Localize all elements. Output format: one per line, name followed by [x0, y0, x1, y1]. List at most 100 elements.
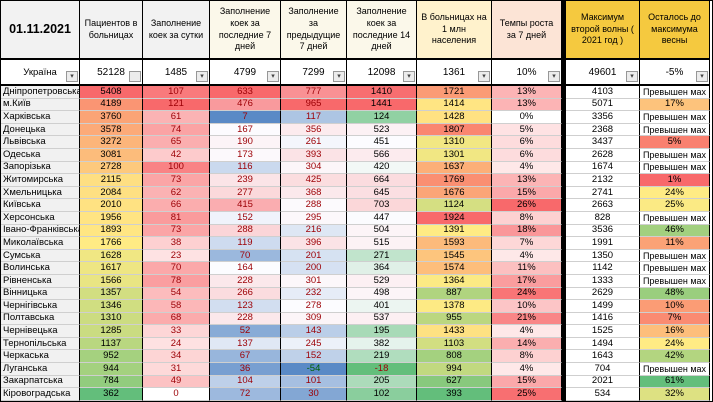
- last14-cell[interactable]: 451: [347, 136, 417, 149]
- last14-cell[interactable]: 382: [347, 337, 417, 351]
- prev7-cell[interactable]: 30: [281, 388, 347, 401]
- col-header-patients[interactable]: Пациентов в больницах: [80, 1, 143, 60]
- second-wave-max-cell[interactable]: 1142: [566, 262, 640, 275]
- last14-cell[interactable]: 645: [347, 186, 417, 200]
- per-million-cell[interactable]: 393: [417, 388, 492, 401]
- sort-filter-applied-icon[interactable]: [129, 71, 141, 82]
- patients-cell[interactable]: 1346: [80, 300, 143, 313]
- last14-cell[interactable]: 566: [347, 148, 417, 162]
- patients-cell[interactable]: 1137: [80, 337, 143, 351]
- spring-max-left-cell[interactable]: 61%: [640, 375, 710, 389]
- last14-cell[interactable]: 420: [347, 161, 417, 175]
- col-header-spring-max-left[interactable]: Осталось до максимума весны: [640, 1, 710, 60]
- region-name-cell[interactable]: Кіровоградська: [1, 388, 80, 401]
- last7-cell[interactable]: 239: [210, 174, 281, 187]
- ukraine-second-wave-max-cell[interactable]: 49601 ▾: [566, 60, 640, 86]
- prev7-cell[interactable]: 356: [281, 123, 347, 137]
- daily-fill-cell[interactable]: 54: [143, 287, 210, 301]
- growth-rate-cell[interactable]: 24%: [492, 287, 562, 301]
- region-name-cell[interactable]: Одеська: [1, 148, 80, 162]
- second-wave-max-cell[interactable]: 2628: [566, 148, 640, 162]
- filter-dropdown-icon[interactable]: ▾: [196, 71, 208, 82]
- daily-fill-cell[interactable]: 107: [143, 86, 210, 99]
- daily-fill-cell[interactable]: 62: [143, 186, 210, 200]
- growth-rate-cell[interactable]: 14%: [492, 337, 562, 351]
- second-wave-max-cell[interactable]: 3536: [566, 224, 640, 238]
- daily-fill-cell[interactable]: 68: [143, 312, 210, 326]
- filter-dropdown-icon[interactable]: ▾: [478, 71, 490, 82]
- region-name-cell[interactable]: Луганська: [1, 363, 80, 376]
- spring-max-left-cell[interactable]: 10%: [640, 300, 710, 313]
- growth-rate-cell[interactable]: 15%: [492, 186, 562, 200]
- col-header-growth-rate[interactable]: Темпы роста за 7 дней: [492, 1, 562, 60]
- daily-fill-cell[interactable]: 73: [143, 224, 210, 238]
- patients-cell[interactable]: 3272: [80, 136, 143, 149]
- prev7-cell[interactable]: 261: [281, 136, 347, 149]
- last7-cell[interactable]: 164: [210, 262, 281, 275]
- daily-fill-cell[interactable]: 66: [143, 199, 210, 212]
- second-wave-max-cell[interactable]: 1416: [566, 312, 640, 326]
- second-wave-max-cell[interactable]: 1499: [566, 300, 640, 313]
- second-wave-max-cell[interactable]: 828: [566, 211, 640, 225]
- spring-max-left-cell[interactable]: 17%: [640, 98, 710, 112]
- last7-cell[interactable]: 36: [210, 363, 281, 376]
- daily-fill-cell[interactable]: 73: [143, 174, 210, 187]
- daily-fill-cell[interactable]: 65: [143, 136, 210, 149]
- col-header-daily-fill[interactable]: Заполнение коек за сутки: [143, 1, 210, 60]
- growth-rate-cell[interactable]: 26%: [492, 199, 562, 212]
- patients-cell[interactable]: 952: [80, 350, 143, 364]
- daily-fill-cell[interactable]: 38: [143, 237, 210, 250]
- prev7-cell[interactable]: 201: [281, 249, 347, 263]
- second-wave-max-cell[interactable]: 2741: [566, 186, 640, 200]
- patients-cell[interactable]: 1766: [80, 237, 143, 250]
- per-million-cell[interactable]: 1676: [417, 186, 492, 200]
- prev7-cell[interactable]: 200: [281, 262, 347, 275]
- per-million-cell[interactable]: 1103: [417, 337, 492, 351]
- patients-cell[interactable]: 1617: [80, 262, 143, 275]
- last14-cell[interactable]: 529: [347, 274, 417, 288]
- last7-cell[interactable]: 633: [210, 86, 281, 99]
- prev7-cell[interactable]: 288: [281, 199, 347, 212]
- per-million-cell[interactable]: 1301: [417, 148, 492, 162]
- region-name-cell[interactable]: Івано-Франківська: [1, 224, 80, 238]
- prev7-cell[interactable]: 396: [281, 237, 347, 250]
- last7-cell[interactable]: 104: [210, 375, 281, 389]
- col-header-per-million[interactable]: В больницах на 1 млн населения: [417, 1, 492, 60]
- growth-rate-cell[interactable]: 10%: [492, 300, 562, 313]
- last14-cell[interactable]: 515: [347, 237, 417, 250]
- last14-cell[interactable]: 124: [347, 111, 417, 124]
- last7-cell[interactable]: 52: [210, 325, 281, 338]
- spring-max-left-cell[interactable]: 32%: [640, 388, 710, 401]
- spring-max-left-cell[interactable]: 42%: [640, 350, 710, 364]
- daily-fill-cell[interactable]: 49: [143, 375, 210, 389]
- filter-dropdown-icon[interactable]: ▾: [333, 71, 345, 82]
- patients-cell[interactable]: 3081: [80, 148, 143, 162]
- spring-max-left-cell[interactable]: 16%: [640, 325, 710, 338]
- per-million-cell[interactable]: 1721: [417, 86, 492, 99]
- growth-rate-cell[interactable]: 6%: [492, 136, 562, 149]
- last7-cell[interactable]: 415: [210, 199, 281, 212]
- patients-cell[interactable]: 1310: [80, 312, 143, 326]
- prev7-cell[interactable]: 309: [281, 312, 347, 326]
- ukraine-daily-cell[interactable]: 1485 ▾: [143, 60, 210, 86]
- growth-rate-cell[interactable]: 4%: [492, 363, 562, 376]
- daily-fill-cell[interactable]: 23: [143, 249, 210, 263]
- growth-rate-cell[interactable]: 18%: [492, 224, 562, 238]
- growth-rate-cell[interactable]: 8%: [492, 350, 562, 364]
- last14-cell[interactable]: 364: [347, 262, 417, 275]
- daily-fill-cell[interactable]: 100: [143, 161, 210, 175]
- patients-cell[interactable]: 1285: [80, 325, 143, 338]
- filter-dropdown-icon[interactable]: ▾: [267, 71, 279, 82]
- spring-max-left-cell[interactable]: Превышен мах: [640, 274, 710, 288]
- second-wave-max-cell[interactable]: 3356: [566, 111, 640, 124]
- region-name-cell[interactable]: Черкаська: [1, 350, 80, 364]
- patients-cell[interactable]: 4189: [80, 98, 143, 112]
- growth-rate-cell[interactable]: 4%: [492, 249, 562, 263]
- patients-cell[interactable]: 2115: [80, 174, 143, 187]
- region-name-cell[interactable]: Чернігівська: [1, 300, 80, 313]
- col-header-second-wave-max[interactable]: Максимум второй волны ( 2021 год ): [566, 1, 640, 60]
- daily-fill-cell[interactable]: 61: [143, 111, 210, 124]
- last14-cell[interactable]: 498: [347, 287, 417, 301]
- last7-cell[interactable]: 116: [210, 161, 281, 175]
- patients-cell[interactable]: 3578: [80, 123, 143, 137]
